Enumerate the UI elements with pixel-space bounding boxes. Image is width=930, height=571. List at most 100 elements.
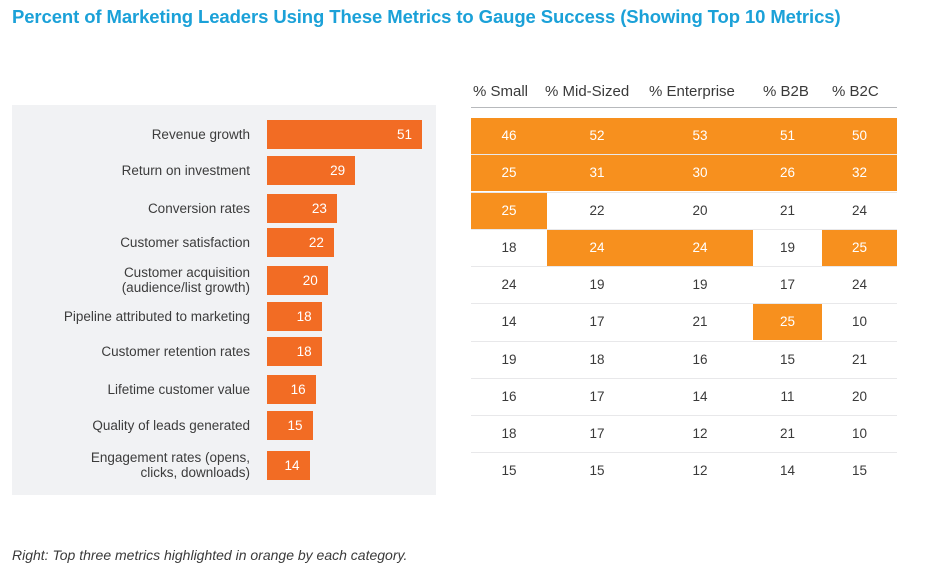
table-cell-highlighted: 25 [471, 193, 547, 229]
bar-value-label: 22 [308, 234, 324, 250]
bar-label-line: Revenue growth [151, 126, 250, 142]
bar-label: Customer retention rates [101, 344, 250, 359]
chart-title: Percent of Marketing Leaders Using These… [12, 6, 841, 27]
row-divider [471, 154, 897, 155]
bar: 18 [267, 301, 322, 331]
row-divider [471, 192, 897, 193]
bar-label: Revenue growth [152, 127, 250, 142]
table-cell: 24 [501, 277, 517, 292]
column-header: % Mid-Sized [545, 83, 630, 100]
caption: Right: Top three metrics highlighted in … [12, 547, 408, 563]
table-cell: 10 [851, 426, 868, 441]
table-cell: 11 [780, 389, 795, 404]
bar-value-label: 23 [311, 200, 327, 216]
table-cell-highlighted: 51 [753, 118, 822, 154]
table-cell-highlighted: 52 [547, 118, 647, 154]
table-cell-highlighted: 30 [647, 155, 753, 191]
table-cell-highlighted: 24 [547, 230, 647, 266]
table-cell: 16 [692, 352, 708, 367]
table-cell-highlighted: 24 [647, 230, 753, 266]
table-cell-highlighted: 32 [822, 155, 897, 191]
bar: 23 [267, 193, 337, 223]
table-cell-highlighted: 53 [647, 118, 753, 154]
row-divider [471, 266, 897, 267]
table-cell: 10 [851, 314, 868, 329]
table-cell: 14 [779, 463, 796, 478]
table-cell: 18 [501, 240, 517, 255]
bar-label: Pipeline attributed to marketing [64, 309, 250, 324]
table-cell: 19 [501, 352, 517, 367]
table-cell: 21 [851, 352, 868, 367]
bar-label-line: Pipeline attributed to marketing [63, 308, 250, 324]
table-cell: 17 [589, 389, 605, 404]
table-cell: 17 [589, 426, 605, 441]
table-cell-highlighted: 25 [471, 155, 547, 191]
bar-value-label: 29 [330, 162, 346, 178]
table-cell: 21 [692, 314, 708, 329]
table-cell: 17 [589, 314, 605, 329]
table-cell: 19 [779, 240, 796, 255]
bar-value-label: 51 [396, 126, 412, 142]
bar-value-label: 20 [302, 272, 318, 288]
table-cell: 19 [692, 277, 708, 292]
table-cell: 12 [692, 426, 708, 441]
bar-label: Quality of leads generated [92, 418, 250, 433]
bar-label: Lifetime customer value [107, 382, 250, 397]
bar: 18 [267, 336, 322, 366]
bar-label-line: (audience/list growth) [121, 280, 250, 295]
table-cell: 20 [692, 203, 708, 218]
row-divider [471, 378, 897, 379]
table-cell: 21 [779, 203, 796, 218]
bar-label-line: Customer satisfaction [120, 234, 250, 250]
table-cell: 18 [501, 426, 517, 441]
bar: 16 [267, 374, 316, 404]
column-header: % Small [473, 83, 529, 100]
bar-chart-panel: Revenue growth 51 Return on investment 29 Co… [12, 105, 436, 495]
table-cell-highlighted: 26 [753, 155, 822, 191]
table-cell: 15 [501, 463, 517, 478]
table-cell: 15 [589, 463, 605, 478]
bar-label-line: Customer retention rates [101, 343, 250, 359]
table-cell: 16 [501, 389, 517, 404]
bar-value-label: 18 [296, 308, 312, 324]
row-divider [471, 229, 897, 230]
bar: 51 [267, 119, 422, 149]
table-cell: 14 [501, 314, 517, 329]
table-cell-highlighted: 50 [822, 118, 897, 154]
header-divider [471, 107, 897, 108]
bar: 22 [267, 227, 334, 257]
bar-value-label: 18 [296, 343, 312, 359]
bar-label-line: Conversion rates [147, 200, 250, 216]
row-divider [471, 341, 897, 342]
table-cell-highlighted: 31 [547, 155, 647, 191]
table-cell: 12 [692, 463, 708, 478]
table-cell: 14 [692, 389, 708, 404]
bar-label-line: Customer acquisition [123, 265, 250, 280]
table-cell: 20 [851, 389, 868, 404]
bar-label-line: Lifetime customer value [107, 381, 250, 397]
bar-label-line: clicks, downloads) [140, 465, 250, 480]
bar-label: Engagement rates (opens, clicks, download… [91, 450, 250, 480]
row-divider [471, 452, 897, 453]
bar-label-line: Engagement rates (opens, [90, 450, 250, 465]
table-cell-highlighted: 25 [753, 304, 822, 340]
table-cell: 15 [779, 352, 796, 367]
bar: 14 [267, 450, 310, 480]
column-header: % B2B [763, 83, 809, 100]
bar-label: Return on investment [122, 163, 250, 178]
column-header: % B2C [832, 83, 879, 100]
table-cell-highlighted: 46 [471, 118, 547, 154]
table-cell: 24 [851, 203, 868, 218]
bar: 15 [267, 410, 313, 440]
bar-label: Conversion rates [148, 201, 250, 216]
bar-value-label: 14 [284, 457, 300, 473]
table-cell-highlighted: 25 [822, 230, 897, 266]
table-cell: 19 [589, 277, 605, 292]
bar-value-label: 15 [287, 417, 303, 433]
table-cell: 15 [851, 463, 868, 478]
bar: 29 [267, 155, 356, 185]
bar: 20 [267, 265, 328, 295]
row-divider [471, 415, 897, 416]
table-cell: 21 [779, 426, 796, 441]
table-cell: 17 [779, 277, 796, 292]
